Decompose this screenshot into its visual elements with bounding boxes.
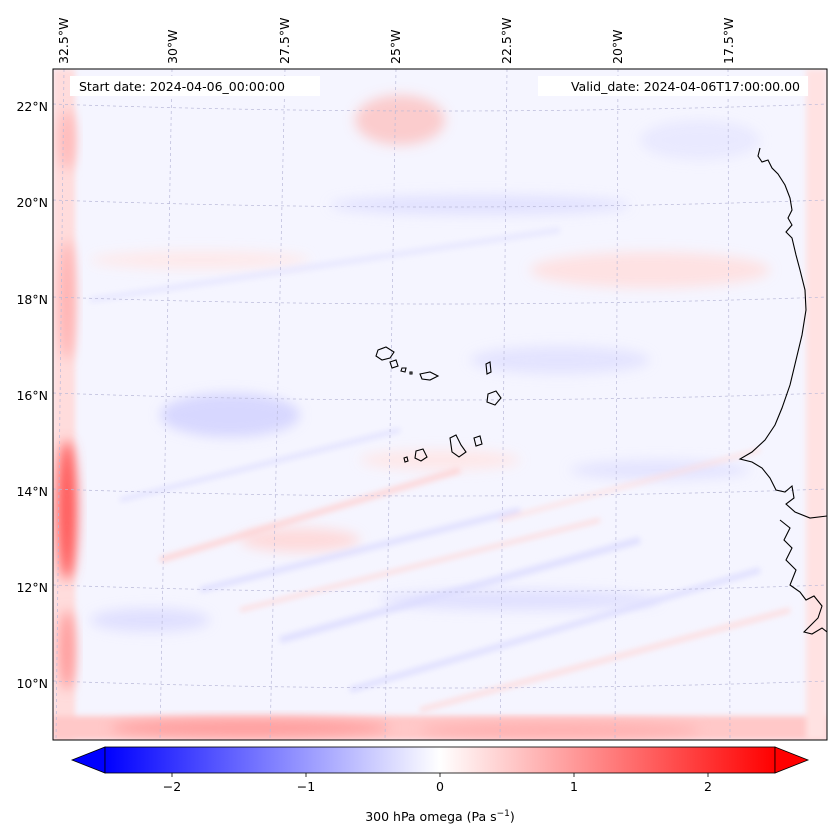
colorbar-max-extend — [774, 746, 810, 774]
longitude-labels: 32.5°W 30°W 27.5°W 25°W 22.5°W 20°W 17.5… — [56, 18, 736, 64]
colorbar-label-exponent: −1 — [497, 809, 510, 819]
valid-date-label: Valid_date: 2024-04-06T17:00:00.00 — [571, 79, 800, 94]
colorbar-ticks: −2 −1 0 1 2 — [163, 773, 712, 794]
lat-label: 10°N — [16, 676, 48, 691]
colorbar-tick-label: 0 — [436, 779, 444, 794]
colorbar: −2 −1 0 1 2 300 hPa omega (Pa s−1) — [70, 746, 810, 824]
latitude-labels: 22°N 20°N 18°N 16°N 14°N 12°N 10°N — [16, 99, 48, 691]
colorbar-tick-label: 1 — [570, 779, 578, 794]
start-date-label: Start date: 2024-04-06_00:00:00 — [79, 79, 285, 94]
lon-label: 25°W — [388, 29, 403, 64]
colorbar-label-suffix: ) — [510, 809, 515, 824]
lat-label: 12°N — [16, 580, 48, 595]
lon-label: 20°W — [610, 29, 625, 64]
lat-label: 18°N — [16, 292, 48, 307]
lon-label: 17.5°W — [721, 18, 736, 64]
lon-label: 30°W — [165, 29, 180, 64]
lat-label: 22°N — [16, 99, 48, 114]
colorbar-tick-label: −1 — [297, 779, 315, 794]
colorbar-label: 300 hPa omega (Pa s−1) — [365, 809, 515, 824]
lon-label: 22.5°W — [499, 18, 514, 64]
colorbar-tick-label: 2 — [704, 779, 712, 794]
colorbar-min-extend — [70, 746, 106, 774]
gridlines — [53, 69, 827, 740]
cape-verde-islands — [375, 346, 502, 463]
lat-label: 16°N — [16, 388, 48, 403]
coastline — [738, 147, 827, 635]
lat-label: 20°N — [16, 195, 48, 210]
omega-field — [53, 69, 827, 740]
lon-label: 27.5°W — [277, 18, 292, 64]
colorbar-tick-label: −2 — [163, 779, 181, 794]
lon-label: 32.5°W — [56, 18, 71, 64]
colorbar-label-prefix: 300 hPa omega (Pa s — [365, 809, 496, 824]
map-frame — [52, 68, 828, 741]
lat-label: 14°N — [16, 484, 48, 499]
colorbar-gradient — [104, 746, 776, 774]
